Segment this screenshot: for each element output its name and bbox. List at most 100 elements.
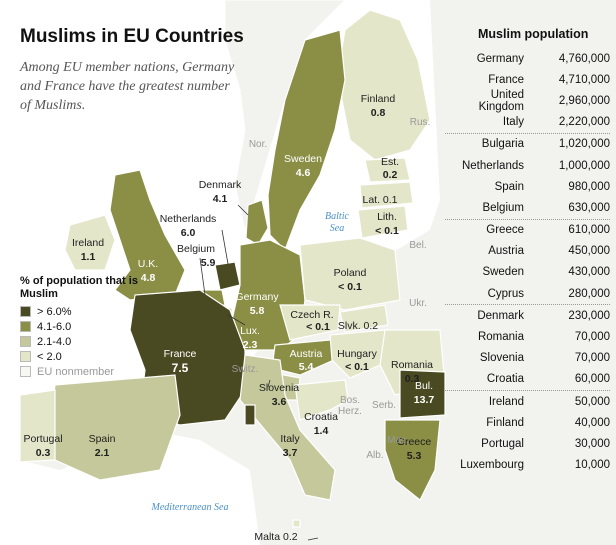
country-estonia	[364, 157, 411, 183]
country-latvia	[359, 181, 414, 209]
country-ireland	[64, 214, 116, 271]
label-bulgaria-value: 13.7	[414, 394, 435, 406]
svg-text:Bos.: Bos.	[340, 395, 360, 406]
label-lithuania-value: < 0.1	[375, 225, 399, 237]
table-cell-country: Austria	[488, 245, 524, 258]
table-cell-population: 60,000	[574, 373, 610, 386]
table-row: Romania 70,000	[445, 326, 610, 347]
table-row: Denmark 230,000	[445, 304, 610, 326]
table-cell-population: 70,000	[574, 352, 610, 365]
label-spain-name: Spain	[89, 433, 116, 445]
svg-text:Sea: Sea	[330, 223, 344, 234]
table-row: Cyprus 280,000	[445, 283, 610, 304]
label-czech-name: Czech R.	[290, 309, 333, 321]
table-cell-country: Portugal	[481, 437, 524, 450]
label-austria-name: Austria	[290, 348, 323, 360]
table-cell-population: 2,960,000	[558, 94, 610, 107]
legend-swatch	[20, 321, 31, 332]
svg-text:Rus.: Rus.	[410, 117, 431, 128]
table-cell-population: 280,000	[568, 287, 610, 300]
svg-text:Alb.: Alb.	[366, 450, 383, 461]
svg-text:Ukr.: Ukr.	[409, 298, 427, 309]
table-cell-country: Denmark	[477, 309, 524, 322]
label-greece-value: 5.3	[407, 450, 422, 462]
legend-label: < 2.0	[37, 350, 62, 363]
table-cell-population: 450,000	[568, 245, 610, 258]
sea-labels: Baltic Sea Mediterranean Sea	[151, 211, 350, 513]
label-sweden-value: 4.6	[296, 167, 311, 179]
label-netherlands-name: Netherlands	[160, 213, 217, 225]
label-estonia-name: Est.	[381, 156, 399, 168]
country-croatia	[294, 379, 349, 421]
table-row: Netherlands 1,000,000	[445, 155, 610, 176]
table-cell-population: 630,000	[568, 201, 610, 214]
country-portugal	[19, 389, 56, 463]
label-spain-value: 2.1	[95, 447, 110, 459]
table-cell-country: Slovenia	[479, 352, 524, 365]
table-cell-country: Sweden	[482, 266, 524, 279]
label-austria-value: 5.4	[299, 361, 314, 373]
label-lithuania-name: Lith.	[377, 211, 397, 223]
legend-swatch	[20, 336, 31, 347]
label-croatia-value: 1.4	[314, 425, 329, 437]
table-row: Croatia 60,000	[445, 369, 610, 390]
table-cell-country: Netherlands	[461, 159, 524, 172]
table-row: Spain 980,000	[445, 176, 610, 197]
country-poland	[299, 237, 401, 311]
country-czech	[279, 304, 341, 341]
label-czech-value: < 0.1	[306, 321, 330, 333]
label-greece-name: Greece	[397, 436, 432, 448]
table-row: Germany 4,760,000	[445, 48, 610, 69]
table-cell-country: Germany	[476, 52, 524, 65]
label-hungary-name: Hungary	[337, 348, 377, 360]
label-slovenia-name: Slovenia	[259, 382, 299, 394]
table-cell-population: 4,760,000	[558, 52, 610, 65]
label-hungary-value: < 0.1	[345, 361, 369, 373]
legend-item: < 2.0	[20, 349, 140, 364]
legend-item: 2.1-4.0	[20, 334, 140, 349]
table-cell-population: 40,000	[574, 416, 610, 429]
country-spain	[49, 374, 181, 481]
country-corsica	[244, 404, 256, 426]
label-poland-value: < 0.1	[338, 281, 362, 293]
country-slovakia	[339, 304, 389, 333]
table-row: Belgium 630,000	[445, 197, 610, 218]
legend: % of population that is Muslim > 6.0% 4.…	[20, 275, 140, 379]
leader-lines	[199, 204, 319, 541]
label-france-value: 7.5	[172, 361, 189, 375]
label-estonia-value: 0.2	[383, 169, 398, 181]
countries	[19, 9, 446, 528]
legend-label: EU nonmember	[37, 365, 115, 378]
table-cell-population: 30,000	[574, 437, 610, 450]
label-germany-value: 5.8	[250, 305, 265, 317]
label-italy-name: Italy	[280, 433, 300, 445]
svg-text:Mediterranean Sea: Mediterranean Sea	[151, 502, 229, 513]
table-row: Italy 2,220,000	[445, 112, 610, 133]
label-finland-name: Finland	[361, 93, 396, 105]
label-croatia-name: Croatia	[304, 411, 338, 423]
table-row: Slovenia 70,000	[445, 348, 610, 369]
legend-swatch	[20, 306, 31, 317]
table-row: Bulgaria 1,020,000	[445, 132, 610, 155]
table-cell-country: Luxembourg	[460, 459, 524, 472]
label-ireland-value: 1.1	[81, 251, 96, 263]
population-table: Germany 4,760,000 France 4,710,000 United Ki…	[445, 48, 610, 476]
table-cell-country: France	[488, 73, 524, 86]
svg-text:Nor.: Nor.	[249, 139, 267, 150]
label-lux-name: Lux.	[240, 325, 260, 337]
country-netherlands	[214, 261, 241, 291]
table-cell-country: Spain	[494, 180, 524, 193]
label-portugal-value: 0.3	[36, 447, 51, 459]
nonmember-labels: Nor. Rus. Bel. Ukr. Switz. Bos. Herz. Se…	[232, 117, 431, 461]
svg-text:Bel.: Bel.	[409, 240, 426, 251]
label-malta: Malta 0.2	[254, 531, 297, 543]
label-belgium-name: Belgium	[177, 243, 215, 255]
svg-text:Switz.: Switz.	[232, 364, 259, 375]
table-cell-population: 1,000,000	[558, 159, 610, 172]
table-row: Sweden 430,000	[445, 262, 610, 283]
table-cell-country: Croatia	[486, 373, 524, 386]
label-denmark-name: Denmark	[199, 179, 242, 191]
table-cell-country: United Kingdom	[478, 88, 524, 113]
label-slovakia-name: Slvk. 0.2	[338, 320, 378, 332]
